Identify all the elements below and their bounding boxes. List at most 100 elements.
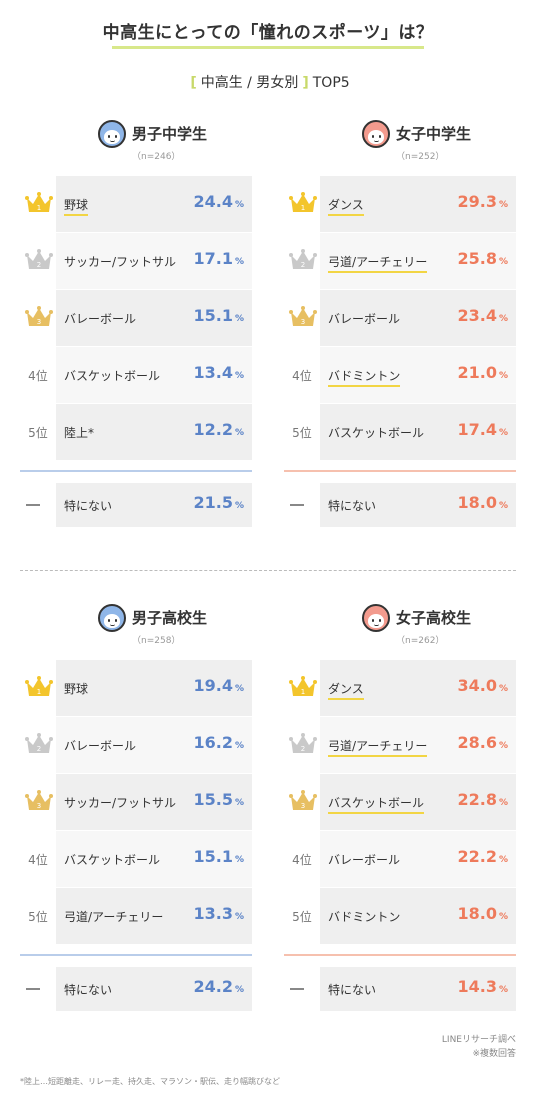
gold-crown-icon: 1 <box>289 676 317 696</box>
percentage-unit: % <box>234 257 244 267</box>
sport-label: 弓道/アーチェリー <box>328 253 428 273</box>
percentage-unit: % <box>498 257 508 267</box>
ranking-row: 2 サッカー/フットサル 17.1% <box>20 233 252 289</box>
svg-text:3: 3 <box>37 318 41 326</box>
percentage-unit: % <box>234 855 244 865</box>
none-percentage-value: 24.2% <box>193 977 244 996</box>
percentage-value: 34.0% <box>457 676 508 695</box>
ranking-row: 2 バレーボール 16.2% <box>20 717 252 773</box>
ranking-row: 1 ダンス 29.3% <box>284 176 516 232</box>
row-background <box>320 660 516 716</box>
avatar-eye <box>108 619 110 622</box>
svg-text:1: 1 <box>37 688 41 696</box>
none-row: 特にない 21.5% <box>20 483 252 527</box>
ranking-row: 3 サッカー/フットサル 15.5% <box>20 774 252 830</box>
avatar-eye <box>115 135 117 138</box>
percentage-number: 19.4 <box>193 676 233 695</box>
sport-label: バスケットボール <box>64 853 161 867</box>
percentage-number: 15.1 <box>193 306 233 325</box>
percentage-value: 13.3% <box>193 904 244 923</box>
sample-size: （n=246） <box>132 152 181 162</box>
percentage-number: 22.2 <box>457 847 497 866</box>
ranking-row: 4位 バスケットボール 13.4% <box>20 347 252 403</box>
percentage-value: 29.3% <box>457 192 508 211</box>
svg-text:3: 3 <box>301 318 305 326</box>
percentage-number: 12.2 <box>193 420 233 439</box>
none-label: 特にない <box>64 499 113 513</box>
percentage-unit: % <box>498 428 508 438</box>
none-percentage-value: 21.5% <box>193 493 244 512</box>
sport-label: バドミントン <box>328 910 401 924</box>
percentage-value: 23.4% <box>457 306 508 325</box>
row-background <box>320 888 516 944</box>
group-title: 女子中学生 <box>396 125 472 143</box>
percentage-number: 23.4 <box>457 306 497 325</box>
percentage-number: 13.3 <box>193 904 233 923</box>
percentage-number: 25.8 <box>457 249 497 268</box>
avatar-mouth <box>374 140 379 142</box>
ranking-row: 4位 バスケットボール 15.1% <box>20 831 252 887</box>
percentage-unit: % <box>234 912 244 922</box>
ranking-row: 5位 弓道/アーチェリー 13.3% <box>20 888 252 944</box>
group-header: 男子中学生 （n=246） <box>20 118 252 168</box>
avatar-eye <box>108 135 110 138</box>
percentage-unit: % <box>498 741 508 751</box>
avatar-face <box>368 130 384 144</box>
svg-text:2: 2 <box>301 745 305 753</box>
row-background <box>56 660 252 716</box>
row-background <box>56 831 252 887</box>
group-3: 男子高校生 （n=258） 1 野球 19.4% 2 バレーボール 16.2% 3 サッカー/フッ… <box>20 602 252 1012</box>
row-background <box>56 290 252 346</box>
percentage-number: 17.4 <box>457 420 497 439</box>
group-header: 女子高校生 （n=262） <box>284 602 516 652</box>
none-label: 特にない <box>328 499 377 513</box>
bronze-crown-icon: 3 <box>289 306 317 326</box>
none-percentage-value: 18.0% <box>457 493 508 512</box>
percentage-unit: % <box>234 741 244 751</box>
percentage-number: 22.8 <box>457 790 497 809</box>
svg-text:2: 2 <box>37 261 41 269</box>
ranking-row: 5位 バドミントン 18.0% <box>284 888 516 944</box>
row-background <box>56 233 252 289</box>
percentage-value: 25.8% <box>457 249 508 268</box>
row-background <box>56 888 252 944</box>
svg-text:2: 2 <box>37 745 41 753</box>
page-title: 中高生にとっての「憧れのスポーツ」は？ <box>102 23 434 43</box>
percentage-value: 18.0% <box>457 904 508 923</box>
group-2: 女子中学生 （n=252） 1 ダンス 29.3% 2 弓道/アーチェリー 25.8% 3 バレー… <box>284 118 516 528</box>
sport-label: バレーボール <box>64 739 137 753</box>
percentage-unit: % <box>234 501 244 511</box>
row-background <box>320 347 516 403</box>
multiple-answers-note: ※複数回答 <box>472 1049 516 1059</box>
footnote: *陸上…短距離走、リレー走、持久走、マラソン・駅伝、走り幅跳びなど <box>20 1077 280 1086</box>
row-background <box>320 483 516 527</box>
percentage-number: 24.2 <box>193 977 233 996</box>
percentage-number: 15.1 <box>193 847 233 866</box>
gold-crown-icon: 1 <box>25 192 53 212</box>
dash-icon <box>290 504 304 506</box>
sport-label: サッカー/フットサル <box>64 255 177 269</box>
row-background <box>56 347 252 403</box>
sport-label: 陸上* <box>64 426 95 440</box>
percentage-number: 28.6 <box>457 733 497 752</box>
percentage-unit: % <box>498 912 508 922</box>
percentage-value: 28.6% <box>457 733 508 752</box>
row-background <box>56 717 252 773</box>
rank-label: 4位 <box>28 369 48 383</box>
sport-label: バレーボール <box>328 312 401 326</box>
sport-label: サッカー/フットサル <box>64 796 177 810</box>
group-4: 女子高校生 （n=262） 1 ダンス 34.0% 2 弓道/アーチェリー 28.6% 3 バスケ… <box>284 602 516 1012</box>
ranking-row: 4位 バドミントン 21.0% <box>284 347 516 403</box>
silver-crown-icon: 2 <box>289 249 317 269</box>
title-underline <box>112 46 424 49</box>
avatar-face <box>368 614 384 628</box>
percentage-number: 21.0 <box>457 363 497 382</box>
percentage-number: 18.0 <box>457 904 497 923</box>
silver-crown-icon: 2 <box>25 733 53 753</box>
avatar-face <box>104 130 120 144</box>
percentage-unit: % <box>498 985 508 995</box>
sport-label: ダンス <box>328 196 364 216</box>
percentage-number: 18.0 <box>457 493 497 512</box>
subtitle-text: 中高生 / 男女別 <box>200 75 299 91</box>
avatar-eye <box>115 619 117 622</box>
